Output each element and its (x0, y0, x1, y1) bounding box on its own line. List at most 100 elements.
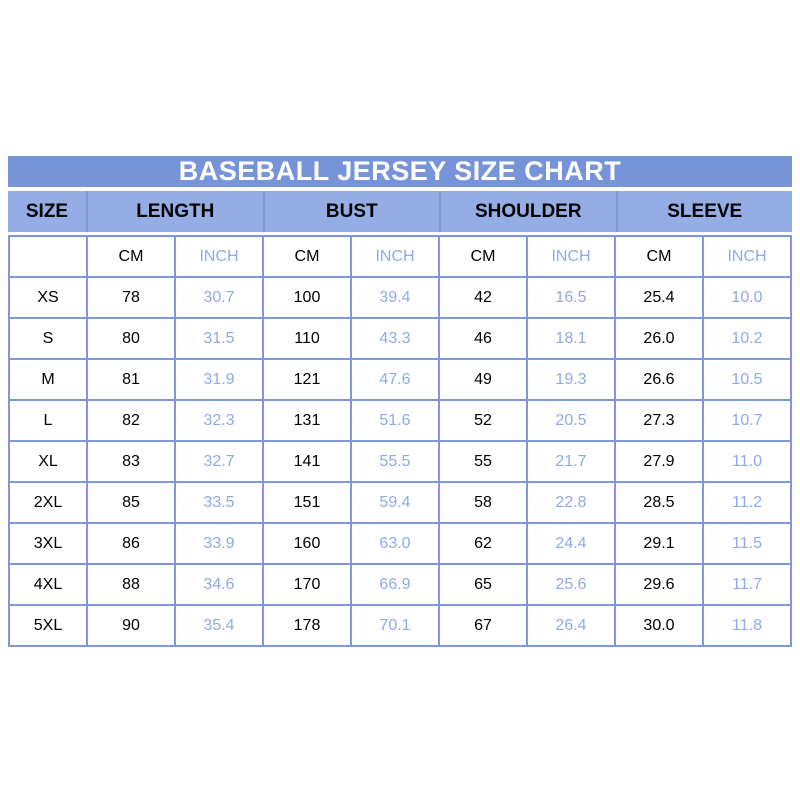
size-label-cell: 5XL (10, 606, 86, 645)
table-cell: 31.5 (176, 319, 262, 358)
size-label-cell: 4XL (10, 565, 86, 604)
table-cell: 33.9 (176, 524, 262, 563)
size-table: CM INCH CM INCH CM INCH CM INCH XS 78 30… (8, 235, 792, 647)
table-cell: 141 (264, 442, 350, 481)
table-cell: 110 (264, 319, 350, 358)
table-cell: 90 (88, 606, 174, 645)
header-bust: BUST (264, 191, 439, 232)
table-cell: 25.4 (616, 278, 702, 317)
table-cell: 55.5 (352, 442, 438, 481)
table-cell: 55 (440, 442, 526, 481)
table-cell: 26.0 (616, 319, 702, 358)
chart-title: BASEBALL JERSEY SIZE CHART (178, 156, 622, 186)
table-cell: 16.5 (528, 278, 614, 317)
table-cell: 18.1 (528, 319, 614, 358)
size-label-cell: L (10, 401, 86, 440)
table-cell: 80 (88, 319, 174, 358)
table-cell: 49 (440, 360, 526, 399)
table-cell: 28.5 (616, 483, 702, 522)
table-cell: 11.2 (704, 483, 790, 522)
table-cell: 81 (88, 360, 174, 399)
table-cell: 30.7 (176, 278, 262, 317)
unit-header-cm: CM (88, 237, 174, 276)
size-label-cell: 3XL (10, 524, 86, 563)
table-cell: 63.0 (352, 524, 438, 563)
table-cell: 27.9 (616, 442, 702, 481)
table-cell: 10.2 (704, 319, 790, 358)
table-cell: 22.8 (528, 483, 614, 522)
table-cell: 21.7 (528, 442, 614, 481)
table-cell: 170 (264, 565, 350, 604)
table-cell: 160 (264, 524, 350, 563)
header-length: LENGTH (88, 191, 263, 232)
table-cell: 83 (88, 442, 174, 481)
table-cell: 78 (88, 278, 174, 317)
table-cell: 25.6 (528, 565, 614, 604)
table-cell: 100 (264, 278, 350, 317)
table-cell: 30.0 (616, 606, 702, 645)
table-cell: 52 (440, 401, 526, 440)
size-label-cell: XL (10, 442, 86, 481)
table-cell: 24.4 (528, 524, 614, 563)
size-label-cell: XS (10, 278, 86, 317)
unit-header-cm: CM (264, 237, 350, 276)
table-cell: 29.6 (616, 565, 702, 604)
table-cell: 32.7 (176, 442, 262, 481)
table-cell: 32.3 (176, 401, 262, 440)
table-cell: 151 (264, 483, 350, 522)
table-cell: 34.6 (176, 565, 262, 604)
table-cell: 62 (440, 524, 526, 563)
unit-header-inch: INCH (704, 237, 790, 276)
unit-header-cm: CM (616, 237, 702, 276)
table-cell: 10.7 (704, 401, 790, 440)
size-label-cell: M (10, 360, 86, 399)
table-cell: 11.7 (704, 565, 790, 604)
table-cell: 86 (88, 524, 174, 563)
unit-header-cm: CM (440, 237, 526, 276)
header-size: SIZE (8, 191, 86, 232)
table-cell: 19.3 (528, 360, 614, 399)
table-cell: 43.3 (352, 319, 438, 358)
table-cell: 26.4 (528, 606, 614, 645)
unit-header-empty (10, 237, 86, 276)
unit-header-inch: INCH (528, 237, 614, 276)
table-cell: 178 (264, 606, 350, 645)
table-cell: 26.6 (616, 360, 702, 399)
table-cell: 58 (440, 483, 526, 522)
table-cell: 11.0 (704, 442, 790, 481)
unit-header-inch: INCH (176, 237, 262, 276)
table-cell: 31.9 (176, 360, 262, 399)
table-cell: 29.1 (616, 524, 702, 563)
table-cell: 20.5 (528, 401, 614, 440)
table-cell: 131 (264, 401, 350, 440)
table-cell: 66.9 (352, 565, 438, 604)
table-cell: 59.4 (352, 483, 438, 522)
table-cell: 70.1 (352, 606, 438, 645)
table-cell: 88 (88, 565, 174, 604)
table-cell: 67 (440, 606, 526, 645)
table-cell: 121 (264, 360, 350, 399)
table-cell: 42 (440, 278, 526, 317)
table-cell: 46 (440, 319, 526, 358)
table-cell: 10.0 (704, 278, 790, 317)
size-label-cell: 2XL (10, 483, 86, 522)
table-cell: 82 (88, 401, 174, 440)
table-cell: 51.6 (352, 401, 438, 440)
table-cell: 33.5 (176, 483, 262, 522)
header-sleeve: SLEEVE (617, 191, 792, 232)
size-label-cell: S (10, 319, 86, 358)
table-cell: 65 (440, 565, 526, 604)
table-cell: 47.6 (352, 360, 438, 399)
table-cell: 10.5 (704, 360, 790, 399)
table-cell: 11.5 (704, 524, 790, 563)
table-cell: 27.3 (616, 401, 702, 440)
chart-title-bar: BASEBALL JERSEY SIZE CHART (8, 156, 792, 187)
table-cell: 39.4 (352, 278, 438, 317)
table-cell: 85 (88, 483, 174, 522)
unit-header-inch: INCH (352, 237, 438, 276)
column-header-row: SIZE LENGTH BUST SHOULDER SLEEVE (8, 191, 792, 232)
table-cell: 11.8 (704, 606, 790, 645)
header-shoulder: SHOULDER (441, 191, 616, 232)
table-cell: 35.4 (176, 606, 262, 645)
size-chart: BASEBALL JERSEY SIZE CHART SIZE LENGTH B… (8, 156, 792, 647)
